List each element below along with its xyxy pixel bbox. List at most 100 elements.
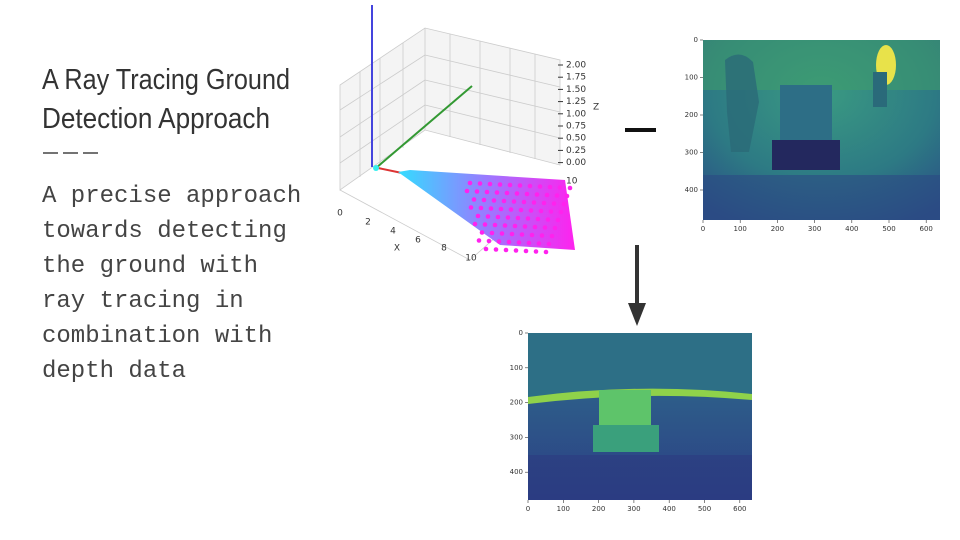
x-tick-label: 400: [663, 505, 676, 513]
ray-point: [523, 248, 529, 254]
ray-point: [554, 193, 560, 198]
x-tick-label: 10: [465, 254, 477, 264]
ray-point: [489, 230, 495, 236]
ray-point: [504, 190, 510, 196]
ray-point: [482, 222, 488, 227]
y-tick-label: 400: [685, 186, 698, 194]
x-tick-label: 100: [734, 225, 747, 233]
ray-point: [475, 213, 481, 219]
ray-point: [526, 240, 532, 246]
ray-point: [477, 181, 483, 186]
ray-point: [543, 249, 549, 255]
ray-point: [479, 230, 485, 235]
ray-point: [555, 217, 561, 223]
ray-point: [538, 208, 544, 214]
ray-point: [491, 198, 497, 203]
y-tick-label: 200: [510, 399, 523, 407]
body-line: A precise approach: [42, 183, 301, 210]
x-tick-label: 0: [337, 209, 343, 219]
ray-point: [522, 224, 528, 229]
ray-point: [509, 231, 515, 237]
ray-point: [492, 222, 498, 228]
ray-point: [535, 216, 541, 222]
ray-point: [552, 225, 558, 231]
y-tick-label: 300: [685, 149, 698, 157]
x-tick-label: 500: [882, 225, 895, 233]
ray-point: [506, 239, 512, 245]
z-tick-label: 1.00: [566, 109, 586, 119]
arrow: [628, 245, 646, 326]
z-axis-label: Z: [593, 103, 599, 113]
ray-point: [536, 241, 542, 246]
ray-point: [487, 181, 493, 187]
ray-point: [505, 215, 511, 220]
ray-point: [513, 248, 519, 253]
x-tick-label: 6: [415, 236, 421, 246]
ray-point: [557, 185, 563, 190]
x-tick-label: 100: [557, 505, 570, 513]
body-line: towards detecting: [42, 218, 287, 245]
x-tick-label: 200: [592, 505, 605, 513]
z-tick-label: 0.75: [566, 122, 586, 132]
ray-point: [558, 209, 564, 215]
title-line: Detection Approach: [42, 103, 270, 135]
ray-point: [499, 231, 505, 236]
x-tick-label: 500: [698, 505, 711, 513]
x-tick-label: 300: [808, 225, 821, 233]
ray-point: [497, 182, 503, 187]
z-tick-label: 2.00: [566, 61, 586, 71]
ray-point: [476, 238, 482, 243]
ray-point: [486, 238, 492, 244]
ray-point: [521, 199, 527, 205]
ray-point: [551, 201, 557, 206]
ray-point: [561, 201, 567, 207]
ray-point: [485, 214, 491, 219]
ray-point: [564, 193, 570, 199]
ray-point: [547, 184, 553, 190]
x-axis-label: X: [394, 244, 400, 254]
ray-point: [525, 216, 531, 221]
y-tick-label: 10: [566, 177, 578, 187]
body-line: depth data: [42, 358, 186, 385]
body-line: ray tracing in: [42, 288, 244, 315]
z-tick-label: 1.50: [566, 85, 586, 95]
x-tick-label: 4: [390, 227, 396, 237]
ray-point: [471, 197, 477, 202]
ray-point: [501, 198, 507, 204]
ray-point: [527, 183, 533, 189]
ray-point: [541, 200, 547, 206]
ray-point: [528, 208, 534, 213]
x-tick-label: 8: [441, 244, 447, 254]
ray-point: [546, 241, 552, 247]
x-tick-label: 300: [627, 505, 640, 513]
title-line: A Ray Tracing Ground: [42, 64, 290, 96]
z-tick-label: 0.00: [566, 158, 586, 168]
ray-point: [507, 182, 513, 188]
body-line: combination with: [42, 323, 272, 350]
ray-point: [484, 189, 490, 195]
ray-point: [548, 209, 554, 214]
ray-point: [545, 217, 551, 222]
ray-point: [494, 190, 500, 195]
ray-point: [483, 246, 489, 252]
x-tick-label: 0: [526, 505, 530, 513]
z-tick-label: 0.25: [566, 146, 586, 156]
ray-point: [539, 233, 545, 238]
ray-point: [519, 232, 525, 237]
y-tick-label: 100: [510, 364, 523, 372]
ray-point: [549, 233, 555, 239]
ray-point: [464, 188, 470, 194]
x-tick-label: 400: [845, 225, 858, 233]
x-tick-label: 0: [701, 225, 705, 233]
ray-point: [503, 247, 509, 253]
ray-point: [516, 240, 522, 245]
x-tick-label: 600: [733, 505, 746, 513]
ray-point: [531, 200, 537, 205]
ray-point: [488, 206, 494, 211]
ray-point: [533, 249, 539, 254]
ray-point: [532, 224, 538, 230]
ray-point: [474, 189, 480, 194]
ray-point: [529, 232, 535, 238]
ray-point: [508, 207, 514, 212]
